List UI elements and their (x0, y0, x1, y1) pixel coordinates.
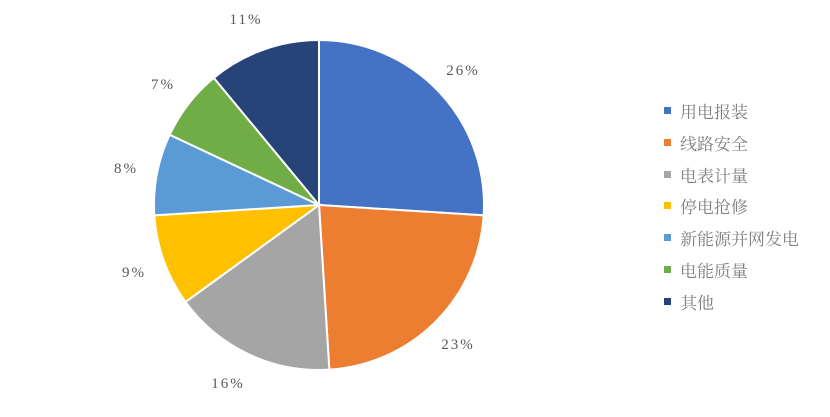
svg-text:7%: 7% (151, 77, 175, 93)
svg-text:16%: 16% (211, 376, 245, 392)
svg-text:11%: 11% (230, 12, 263, 28)
svg-text:9%: 9% (122, 265, 146, 281)
svg-text:23%: 23% (441, 337, 475, 353)
svg-text:8%: 8% (114, 161, 138, 177)
svg-text:26%: 26% (446, 63, 480, 79)
